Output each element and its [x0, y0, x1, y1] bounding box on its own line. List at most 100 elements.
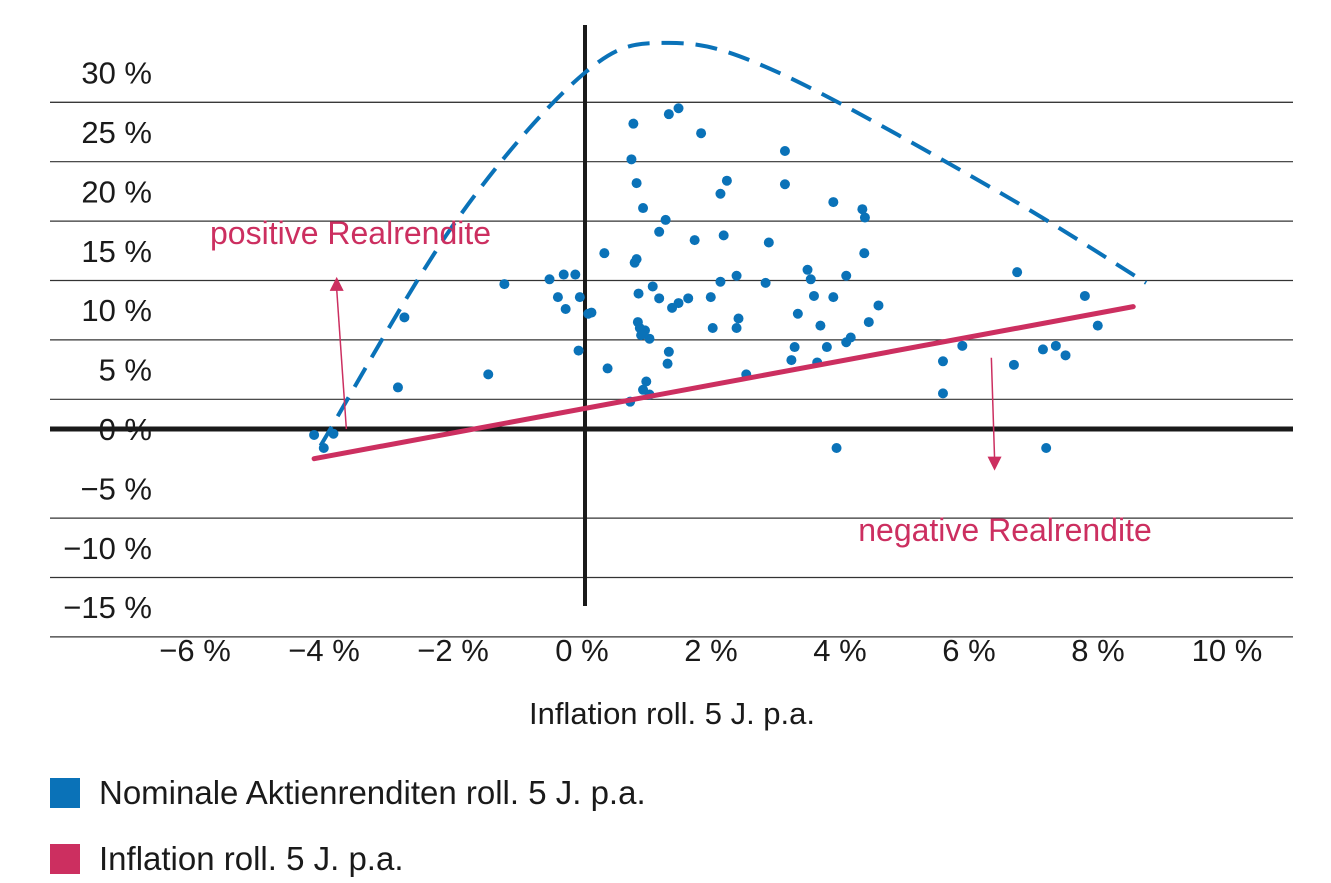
scatter-point [641, 376, 652, 387]
scatter-point [673, 103, 684, 114]
y-tick-labels: 30 %25 %20 %15 %10 %5 %0 %−5 %−10 %−15 % [63, 56, 152, 626]
scatter-point [558, 269, 569, 280]
x-tick-label: 8 % [1071, 633, 1124, 668]
annotation-arrow-shaft [990, 357, 996, 459]
scatter-point [815, 320, 826, 331]
scatter-point [570, 269, 581, 280]
scatter-point [779, 146, 790, 157]
y-tick-label: −15 % [63, 590, 152, 625]
annotation-negative: negative Realrendite [858, 512, 1152, 548]
annotation-positive: positive Realrendite [210, 215, 491, 251]
scatter-point [696, 128, 707, 139]
scatter-point [586, 307, 597, 318]
scatter-point [662, 358, 673, 369]
scatter-point [1050, 340, 1061, 351]
scatter-point [328, 428, 339, 439]
scatter-point [873, 300, 884, 311]
y-tick-label: 5 % [99, 353, 152, 388]
y-tick-label: 15 % [81, 234, 152, 269]
scatter-point [802, 264, 813, 275]
y-tick-label: 10 % [81, 293, 152, 328]
scatter-point [654, 226, 665, 237]
inflation-trend-line [311, 304, 1136, 462]
dashed-envelope [318, 40, 1148, 447]
scatter-point [574, 292, 585, 303]
scatter-point [808, 290, 819, 301]
scatter-point [628, 118, 639, 129]
scatter-point [1079, 290, 1090, 301]
x-tick-label: −2 % [417, 633, 489, 668]
scatter-point [631, 178, 642, 189]
scatter-point [792, 308, 803, 319]
scatter-point [760, 277, 771, 288]
scatter-point [731, 323, 742, 334]
scatter-point [544, 274, 555, 285]
scatter-point [715, 276, 726, 287]
scatter-point [560, 304, 571, 315]
scatter-point [683, 293, 694, 304]
annotations: positive Realrendite negative Realrendite [210, 215, 1152, 548]
scatter-point [937, 356, 948, 367]
scatter-point [731, 270, 742, 281]
x-axis-title: Inflation roll. 5 J. p.a. [529, 696, 815, 731]
scatter-point [399, 312, 410, 323]
scatter-point [483, 369, 494, 380]
legend-item-stock-returns: Nominale Aktienrenditen roll. 5 J. p.a. [50, 774, 646, 812]
y-tick-label: 25 % [81, 115, 152, 150]
scatter-point [1041, 443, 1052, 454]
scatter-point [689, 235, 700, 246]
y-tick-label: −10 % [63, 531, 152, 566]
scatter-point [705, 292, 716, 303]
x-tick-label: 2 % [684, 633, 737, 668]
scatter-point [828, 197, 839, 208]
scatter-point [644, 333, 655, 344]
x-tick-labels: −6 % −4 % −2 % 0 % 2 % 4 % 6 % 8 % 10 % [159, 633, 1262, 668]
scatter-point [859, 212, 870, 223]
x-tick-label: 6 % [942, 633, 995, 668]
annotation-arrow-head [329, 276, 344, 291]
scatter-point [937, 388, 948, 399]
scatter-point [718, 230, 729, 241]
chart-svg: 30 % 25 % 20 % 15 % 10 % 5 % 0 % −5 % −10 % −15 %… [50, 25, 1293, 731]
scatter-point [831, 443, 842, 454]
y-tick-label: 30 % [81, 56, 152, 91]
x-tick-label: 10 % [1192, 633, 1263, 668]
scatter-point [857, 204, 868, 215]
scatter-point [1092, 320, 1103, 331]
x-tick-label: −6 % [159, 633, 231, 668]
scatter-point [499, 279, 510, 290]
scatter-point [733, 313, 744, 324]
inflation-line [311, 304, 1136, 462]
scatter-point [1037, 344, 1048, 355]
scatter-point [639, 325, 650, 336]
scatter-point [638, 203, 649, 214]
scatter-point [763, 237, 774, 248]
x-tick-label: −4 % [288, 633, 360, 668]
envelope-curve [318, 40, 1148, 447]
scatter-point [633, 288, 644, 299]
scatter-point [660, 214, 671, 225]
y-tick-label: 20 % [81, 174, 152, 209]
x-tick-label: 0 % [555, 633, 608, 668]
scatter-point [805, 274, 816, 285]
scatter-point [318, 443, 329, 454]
scatter-point [573, 345, 584, 356]
scatter-point [602, 363, 613, 374]
scatter-point [673, 298, 684, 309]
scatter-point [309, 429, 320, 440]
scatter-point [663, 109, 674, 120]
scatter-point [789, 342, 800, 353]
legend-swatch-blue [50, 778, 80, 808]
scatter-point [1008, 359, 1019, 370]
scatter-point [845, 332, 856, 343]
scatter-point [392, 382, 403, 393]
gridlines [50, 101, 1293, 638]
annotation-arrow-head [987, 456, 1002, 471]
scatter-point [552, 292, 563, 303]
scatter-point [779, 179, 790, 190]
scatter-point [821, 342, 832, 353]
legend-label-stock-returns: Nominale Aktienrenditen roll. 5 J. p.a. [99, 774, 646, 811]
scatter-point [841, 270, 852, 281]
scatter-point [957, 340, 968, 351]
legend-item-inflation: Inflation roll. 5 J. p.a. [50, 840, 404, 878]
